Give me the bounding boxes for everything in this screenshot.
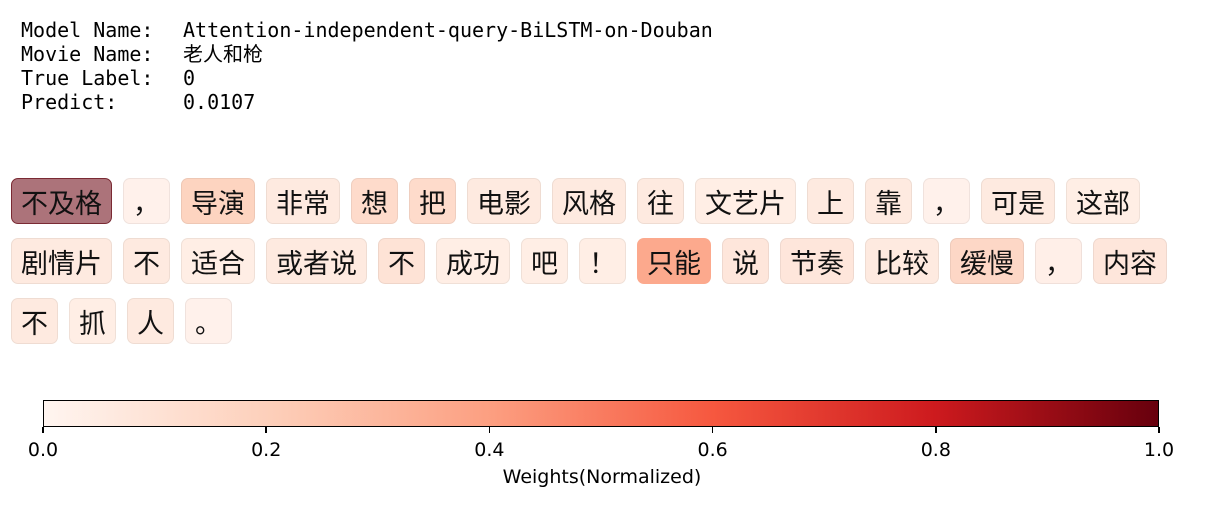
token-cell: 缓慢 xyxy=(950,238,1024,284)
meta-block: Model Name: Attention-independent-query-… xyxy=(21,18,713,114)
colorbar-tick xyxy=(711,427,714,433)
token-heatmap: 不及格，导演 非常想把电影 风格往文艺片上靠，可是 这部 剧情片不适合 或者说不成功吧！只… xyxy=(11,178,1221,358)
colorbar-tick-label: 0.2 xyxy=(251,439,282,461)
token-cell: 非常 xyxy=(266,178,340,224)
token-cell: 只能 xyxy=(637,238,711,284)
colorbar-tick-label: 1.0 xyxy=(1143,439,1175,461)
colorbar-tick-label: 0.6 xyxy=(697,439,728,461)
token-cell: 成功 xyxy=(436,238,510,284)
meta-row-movie: Movie Name: 老人和枪 xyxy=(21,42,713,66)
colorbar-tick xyxy=(488,427,491,433)
token-cell: 不 xyxy=(378,238,425,284)
token-cell: 抓 xyxy=(69,298,116,344)
colorbar-tick-label: 0.8 xyxy=(920,439,951,461)
token-cell: 不 xyxy=(123,238,170,284)
meta-row-model: Model Name: Attention-independent-query-… xyxy=(21,18,713,42)
token-cell: 电影 xyxy=(467,178,541,224)
meta-key-movie: Movie Name: xyxy=(21,42,154,66)
colorbar-label: Weights(Normalized) xyxy=(502,466,702,488)
token-cell: 或者说 xyxy=(266,238,367,284)
token-cell: 比较 xyxy=(865,238,939,284)
meta-key-model: Model Name: xyxy=(21,18,154,42)
token-cell: 不及格 xyxy=(11,178,112,224)
token-cell: 文艺片 xyxy=(695,178,796,224)
token-cell: 人 xyxy=(127,298,174,344)
token-cell: 往 xyxy=(637,178,684,224)
token-cell: ， xyxy=(123,178,170,224)
meta-value-predict: 0.0107 xyxy=(183,90,256,114)
token-cell: 导演 xyxy=(181,178,255,224)
colorbar-tick xyxy=(42,427,44,433)
token-cell: 风格 xyxy=(552,178,626,224)
meta-key-predict: Predict: xyxy=(21,90,118,114)
token-cell: 剧情片 xyxy=(11,238,112,284)
token-cell: 内容 xyxy=(1093,238,1167,284)
token-cell: 上 xyxy=(807,178,854,224)
token-cell: 节奏 xyxy=(780,238,854,284)
token-cell: ， xyxy=(923,178,970,224)
token-line: 不及格，导演 非常想把电影 风格往文艺片上靠，可是 这部 xyxy=(11,178,1221,224)
colorbar-ticks: 0.0 0.2 0.4 0.6 0.8 1.0 xyxy=(28,427,1174,467)
colorbar-tick xyxy=(265,427,267,433)
meta-value-movie: 老人和枪 xyxy=(183,42,263,66)
meta-row-predict: Predict: 0.0107 xyxy=(21,90,713,114)
meta-value-true-label: 0 xyxy=(183,66,196,90)
meta-value-model: Attention-independent-query-BiLSTM-on-Do… xyxy=(183,18,713,42)
token-cell: ！ xyxy=(579,238,626,284)
token-cell: 说 xyxy=(722,238,769,284)
token-cell: 可是 xyxy=(981,178,1055,224)
token-cell: 这部 xyxy=(1066,178,1140,224)
token-cell: 想 xyxy=(351,178,398,224)
token-cell: 不 xyxy=(11,298,58,344)
colorbar-tick xyxy=(935,427,937,433)
colorbar-tick xyxy=(1158,427,1160,433)
meta-row-true-label: True Label: 0 xyxy=(21,66,713,90)
colorbar-tick-label: 0.0 xyxy=(27,439,59,461)
token-cell: 吧 xyxy=(521,238,568,284)
token-cell: 适合 xyxy=(181,238,255,284)
token-line: 不抓人。 xyxy=(11,298,1221,344)
token-cell: ， xyxy=(1035,238,1082,284)
colorbar: 0.0 0.2 0.4 0.6 0.8 1.0 xyxy=(28,400,1174,467)
token-cell: 把 xyxy=(409,178,456,224)
colorbar-gradient xyxy=(43,400,1159,427)
colorbar-tick-label: 0.4 xyxy=(474,439,505,461)
meta-key-true-label: True Label: xyxy=(21,66,154,90)
token-line: 剧情片不适合 或者说不成功吧！只能说节奏 比较 缓慢，内容 xyxy=(11,238,1221,284)
token-cell: 靠 xyxy=(865,178,912,224)
token-cell: 。 xyxy=(185,298,232,344)
